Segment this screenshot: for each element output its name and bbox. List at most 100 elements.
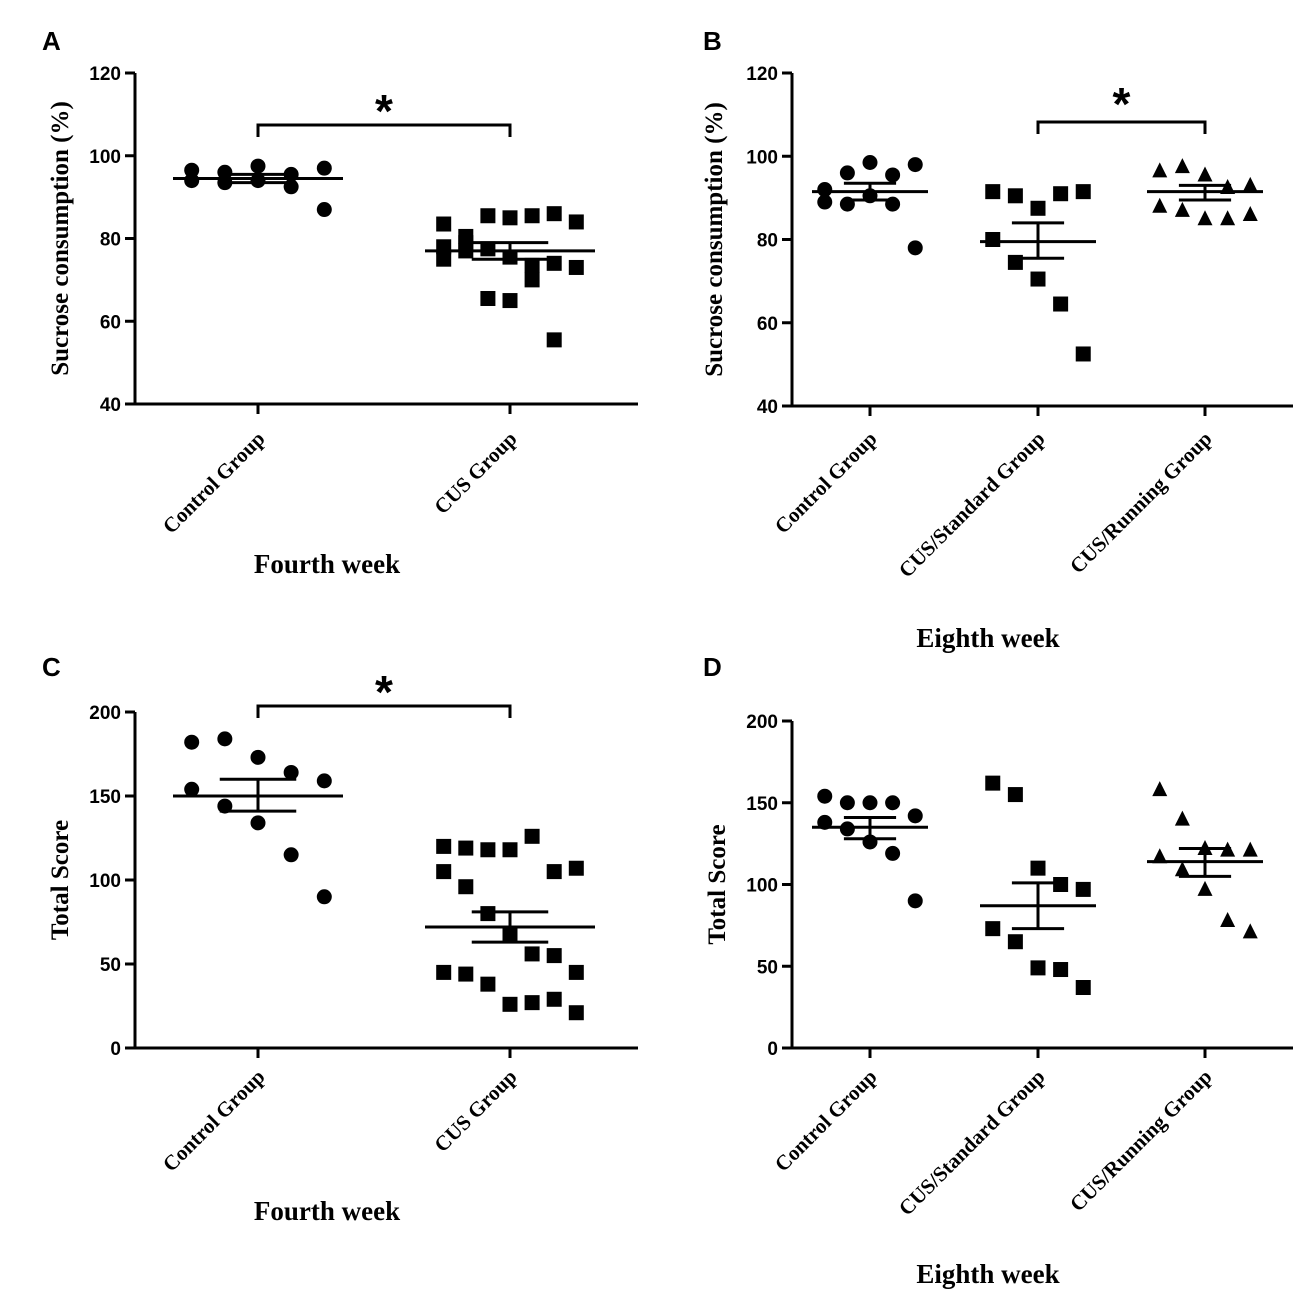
data-point <box>1242 841 1258 857</box>
y-tick-label: 120 <box>746 64 778 85</box>
data-point <box>1197 210 1213 226</box>
data-point <box>1152 162 1168 178</box>
data-point <box>546 332 562 348</box>
y-tick-label: 40 <box>100 395 121 416</box>
data-point <box>546 255 562 271</box>
x-category-label: CUS Group <box>429 1065 521 1157</box>
panel-D: D 0 50 100 150 200 Control Group CUS/Standard G… <box>703 652 1293 1289</box>
series-cus-group <box>425 206 595 348</box>
y-tick-label: 60 <box>757 314 778 335</box>
data-point <box>1075 980 1091 996</box>
data-point <box>546 991 562 1007</box>
data-point <box>568 214 584 230</box>
data-point <box>1053 186 1069 202</box>
data-point <box>436 216 452 232</box>
y-axis-label: Sucrose consumption (%) <box>47 101 74 376</box>
panel-letter: D <box>703 652 722 682</box>
data-point <box>524 995 540 1011</box>
data-point <box>817 788 833 804</box>
y-tick-label: 60 <box>100 312 121 333</box>
significance-bracket <box>256 704 512 718</box>
data-point <box>436 838 452 854</box>
data-point <box>546 864 562 880</box>
y-tick-label: 150 <box>746 794 778 815</box>
data-point <box>502 293 518 309</box>
data-point <box>217 731 233 747</box>
y-tick-label: 100 <box>746 876 778 897</box>
data-point <box>1007 188 1023 204</box>
significance-label: * <box>1113 78 1131 130</box>
data-point <box>524 272 540 288</box>
y-axis-label: Sucrose consumption (%) <box>701 102 728 377</box>
data-point <box>568 259 584 275</box>
data-point <box>480 208 496 224</box>
data-point <box>862 795 878 811</box>
data-point <box>524 208 540 224</box>
data-point <box>524 946 540 962</box>
data-point <box>1030 960 1046 976</box>
data-point <box>546 948 562 964</box>
data-point <box>250 815 266 831</box>
significance-bracket <box>256 123 512 137</box>
series-cus-standard-group <box>980 184 1096 362</box>
data-point <box>907 240 923 256</box>
series-control-group <box>173 158 343 218</box>
data-point <box>502 996 518 1012</box>
data-point <box>458 879 474 895</box>
data-point <box>862 154 878 170</box>
panel-C: C 0 50 100 150 200 Control Group CUS Group Total… <box>42 652 638 1226</box>
series-control-group <box>812 154 928 256</box>
y-tick-label: 200 <box>746 712 778 733</box>
data-point <box>1053 296 1069 312</box>
data-point <box>1242 206 1258 222</box>
data-point <box>1242 176 1258 192</box>
data-point <box>316 202 332 218</box>
data-point <box>1007 934 1023 950</box>
x-category-label: CUS/Running Group <box>1065 1065 1217 1217</box>
data-point <box>480 290 496 306</box>
panel-A: A 40 60 80 100 120 Control Group CUS Group Sucro… <box>42 26 638 579</box>
x-category-label: Control Group <box>158 427 270 539</box>
y-tick-label: 80 <box>100 230 121 251</box>
x-axis-title: Eighth week <box>916 1259 1059 1289</box>
x-category-label: Control Group <box>770 427 882 539</box>
data-point <box>817 194 833 210</box>
data-point <box>1030 271 1046 287</box>
series-cus-running-group <box>1147 158 1263 226</box>
x-category-label: Control Group <box>770 1065 882 1177</box>
data-point <box>316 160 332 176</box>
y-tick-label: 120 <box>89 64 121 85</box>
data-point <box>1220 210 1236 226</box>
data-point <box>1075 881 1091 897</box>
data-point <box>436 864 452 880</box>
data-point <box>480 241 496 257</box>
data-point <box>568 964 584 980</box>
data-point <box>885 845 901 861</box>
data-point <box>568 1005 584 1021</box>
data-point <box>1075 184 1091 200</box>
data-point <box>524 828 540 844</box>
y-axis-label: Total Score <box>47 820 74 940</box>
series-control-group <box>812 788 928 909</box>
data-point <box>184 162 200 178</box>
x-axis-title: Fourth week <box>254 549 400 579</box>
y-tick-label: 80 <box>757 231 778 252</box>
data-point <box>217 164 233 180</box>
data-point <box>316 773 332 789</box>
data-point <box>907 808 923 824</box>
significance-label: * <box>375 85 393 137</box>
series-cus-group <box>425 828 595 1021</box>
data-point <box>885 795 901 811</box>
y-tick-label: 0 <box>110 1039 121 1060</box>
data-point <box>985 775 1001 791</box>
data-point <box>1030 200 1046 216</box>
data-point <box>546 206 562 222</box>
data-point <box>1053 877 1069 892</box>
data-point <box>283 847 299 863</box>
data-point <box>568 860 584 876</box>
data-point <box>1152 781 1168 797</box>
data-point <box>985 184 1001 200</box>
data-point <box>839 795 855 811</box>
data-point <box>907 893 923 909</box>
